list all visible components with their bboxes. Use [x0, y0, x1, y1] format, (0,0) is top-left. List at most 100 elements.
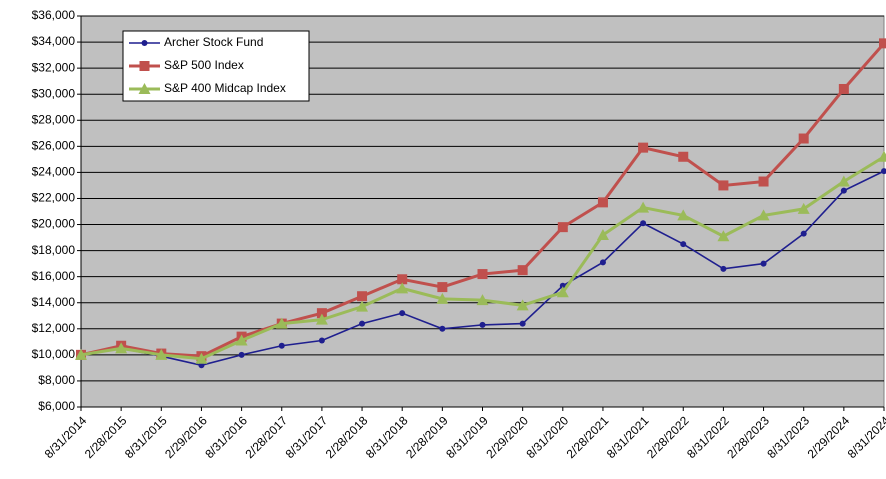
marker [559, 282, 566, 289]
x-tick-label: 8/31/2022 [684, 413, 732, 461]
x-tick-label: 2/28/2018 [323, 413, 371, 461]
marker [637, 201, 650, 213]
marker [195, 352, 208, 364]
x-tick-label: 8/31/2015 [122, 413, 170, 461]
marker [760, 260, 767, 267]
series [75, 150, 886, 364]
marker [757, 209, 770, 221]
y-tick-label: $34,000 [32, 34, 76, 48]
legend: Archer Stock Fund S&P 500 Index S&P 400 Mi… [122, 30, 310, 102]
marker [797, 202, 810, 214]
marker [557, 222, 568, 233]
marker [155, 348, 168, 360]
marker [599, 259, 606, 266]
marker [356, 300, 369, 312]
series [78, 168, 886, 369]
y-tick-label: $12,000 [32, 321, 76, 335]
x-tick-label: 2/28/2021 [564, 413, 612, 461]
marker [638, 142, 649, 153]
x-tick-label: 2/29/2020 [483, 413, 531, 461]
marker [597, 197, 608, 208]
x-tick-label: 8/31/2016 [202, 413, 250, 461]
marker [718, 180, 729, 191]
marker [837, 175, 850, 187]
marker [238, 351, 245, 358]
marker [397, 274, 408, 285]
marker [798, 133, 809, 144]
marker [437, 282, 448, 293]
x-tick-label: 8/31/2020 [524, 413, 572, 461]
marker [275, 317, 288, 329]
marker [138, 83, 151, 94]
marker [141, 40, 148, 46]
marker [516, 299, 529, 311]
y-tick-label: $36,000 [32, 8, 76, 22]
x-tick-label: 2/28/2017 [242, 413, 290, 461]
x-tick-label: 2/28/2022 [644, 413, 692, 461]
y-tick-label: $30,000 [32, 86, 76, 100]
marker [678, 151, 689, 162]
y-tick-label: $10,000 [32, 347, 76, 361]
y-tick-label: $16,000 [32, 269, 76, 283]
legend-label: S&P 400 Midcap Index [164, 81, 286, 95]
marker [556, 286, 569, 298]
marker [477, 269, 488, 280]
marker [717, 230, 730, 242]
x-tick-label: 8/31/2023 [764, 413, 812, 461]
x-tick-label: 2/28/2023 [724, 413, 772, 461]
marker [519, 320, 526, 327]
x-tick-label: 8/31/2021 [604, 413, 652, 461]
y-tick-label: $32,000 [32, 60, 76, 74]
marker [517, 265, 528, 276]
x-tick-label: 2/28/2019 [403, 413, 451, 461]
marker [677, 209, 690, 221]
marker [115, 342, 128, 354]
y-tick-label: $6,000 [38, 399, 75, 413]
marker [359, 320, 366, 327]
marker [235, 334, 248, 346]
marker [315, 313, 328, 325]
marker [479, 321, 486, 328]
x-tick-label: 2/29/2016 [162, 413, 210, 461]
marker [396, 282, 409, 294]
marker [800, 230, 807, 237]
marker [838, 83, 849, 94]
marker [840, 187, 847, 194]
x-tick-label: 8/31/2019 [443, 413, 491, 461]
y-tick-label: $20,000 [32, 217, 76, 231]
marker [316, 308, 327, 319]
marker [439, 325, 446, 332]
y-tick-label: $24,000 [32, 165, 76, 179]
marker [680, 241, 687, 248]
marker [881, 168, 886, 175]
x-tick-label: 8/31/2014 [42, 413, 90, 461]
marker [436, 292, 449, 304]
marker [318, 337, 325, 344]
y-tick-label: $8,000 [38, 373, 75, 387]
y-tick-label: $26,000 [32, 139, 76, 153]
marker [720, 265, 727, 272]
marker [357, 291, 368, 302]
x-tick-label: 8/31/2017 [283, 413, 331, 461]
marker [198, 362, 205, 369]
y-tick-label: $18,000 [32, 243, 76, 257]
x-tick-label: 8/31/2018 [363, 413, 411, 461]
marker [596, 228, 609, 240]
x-tick-label: 8/31/2024 [845, 413, 886, 461]
marker [476, 294, 489, 306]
marker [640, 220, 647, 227]
x-tick-label: 2/29/2024 [805, 413, 853, 461]
marker [75, 348, 87, 360]
marker [758, 176, 769, 187]
y-tick-label: $22,000 [32, 191, 76, 205]
marker [878, 150, 886, 162]
x-tick-label: 2/28/2015 [82, 413, 130, 461]
y-tick-label: $28,000 [32, 112, 76, 126]
legend-label: Archer Stock Fund [164, 35, 263, 49]
marker [139, 61, 150, 71]
legend-label: S&P 500 Index [164, 58, 244, 72]
marker [278, 342, 285, 349]
y-tick-label: $14,000 [32, 295, 76, 309]
marker [399, 310, 406, 317]
